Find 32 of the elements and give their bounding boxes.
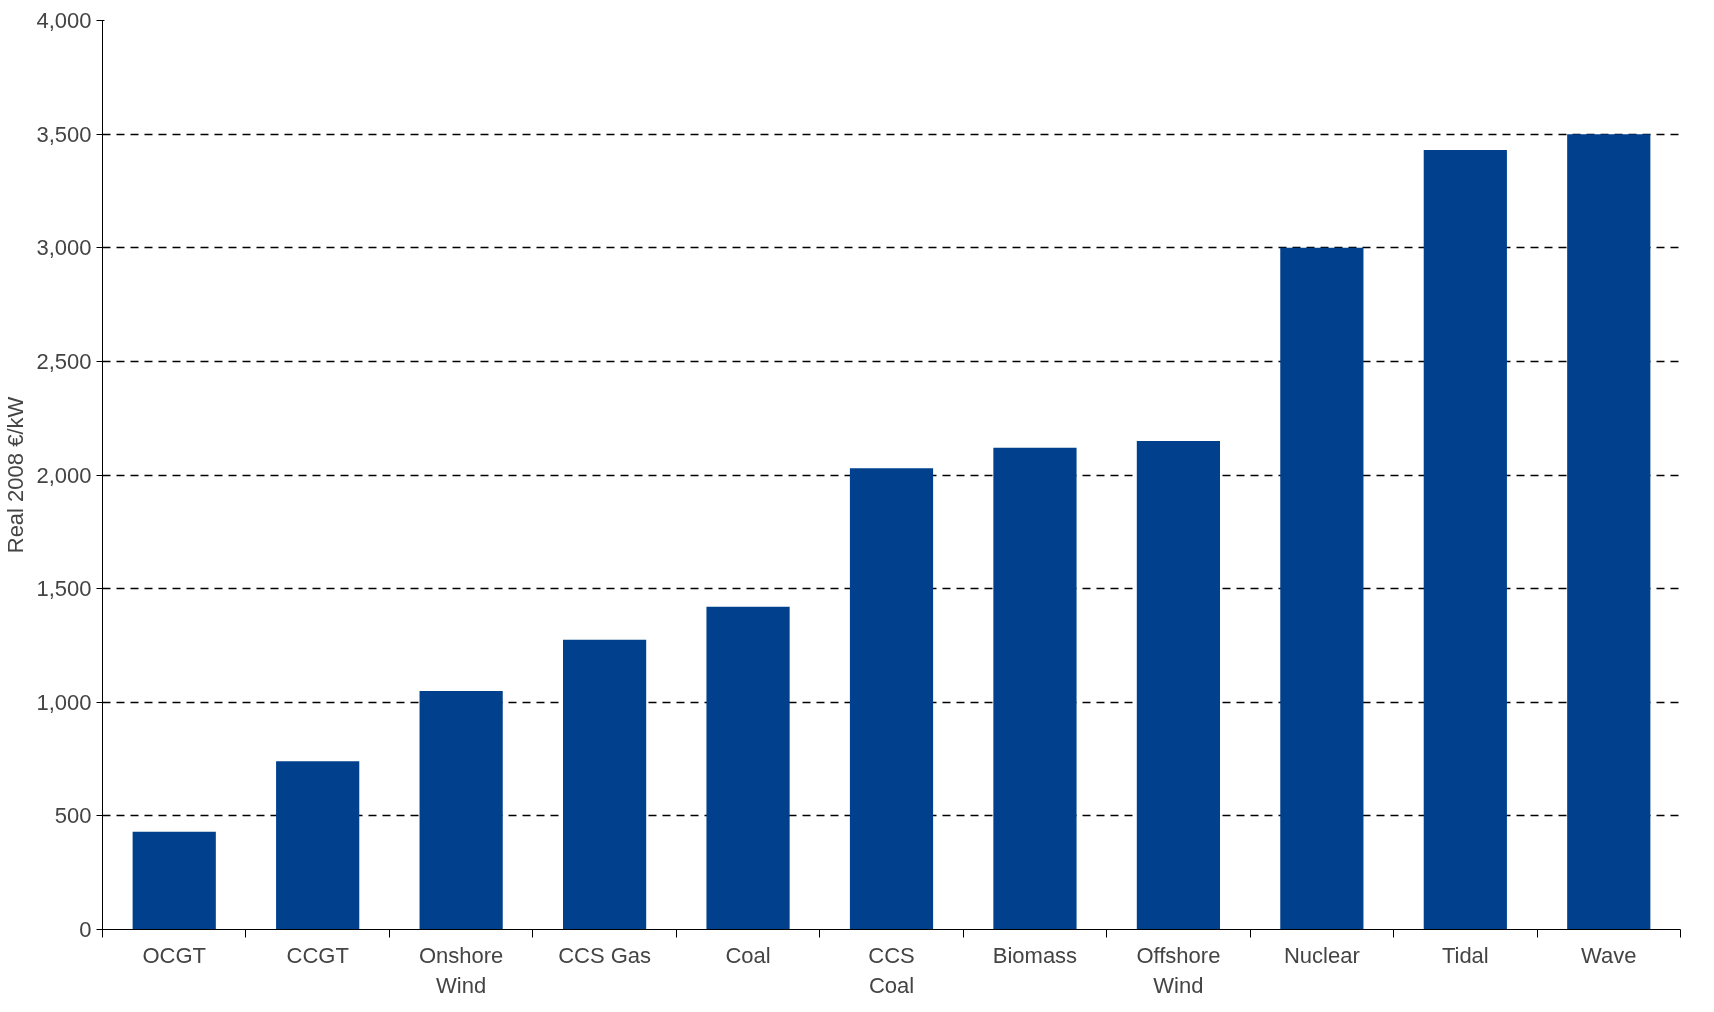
x-tick-label: OCGT — [142, 942, 207, 968]
bar — [276, 761, 360, 930]
y-tick-label: 1,000 — [36, 689, 92, 715]
bar — [1280, 247, 1364, 930]
y-tick-label: 3,000 — [36, 235, 92, 261]
x-tick-label: Offshore Wind — [1136, 942, 1221, 998]
x-tick-label: Nuclear — [1283, 942, 1360, 968]
bar — [993, 447, 1077, 930]
x-tick-label: Wave — [1581, 942, 1637, 968]
x-tick-label: CCGT — [286, 942, 349, 968]
bar — [419, 690, 503, 930]
y-tick-label: 1,500 — [36, 576, 92, 602]
y-tick-label: 0 — [79, 917, 92, 942]
bar — [849, 468, 934, 930]
x-tick-label: Coal — [725, 942, 771, 968]
bar — [1136, 440, 1221, 930]
bar — [706, 606, 790, 930]
y-axis-title: Real 2008 €/kW — [3, 396, 29, 554]
bar — [1567, 134, 1651, 930]
x-tick-label: Biomass — [992, 942, 1078, 968]
y-tick-label: 4,000 — [36, 8, 92, 33]
y-tick-label: 3,500 — [36, 121, 92, 147]
bar — [562, 639, 647, 930]
x-tick-label: Onshore Wind — [418, 942, 504, 998]
bar — [1423, 150, 1507, 930]
y-tick-label: 2,000 — [36, 462, 92, 488]
x-tick-label: CCS Gas — [558, 942, 652, 968]
x-tick-label: Tidal — [1441, 942, 1489, 968]
x-tick-label: CCS Coal — [868, 942, 915, 998]
y-tick-label: 2,500 — [36, 348, 92, 374]
bar — [132, 831, 216, 930]
y-tick-label: 500 — [54, 803, 92, 829]
